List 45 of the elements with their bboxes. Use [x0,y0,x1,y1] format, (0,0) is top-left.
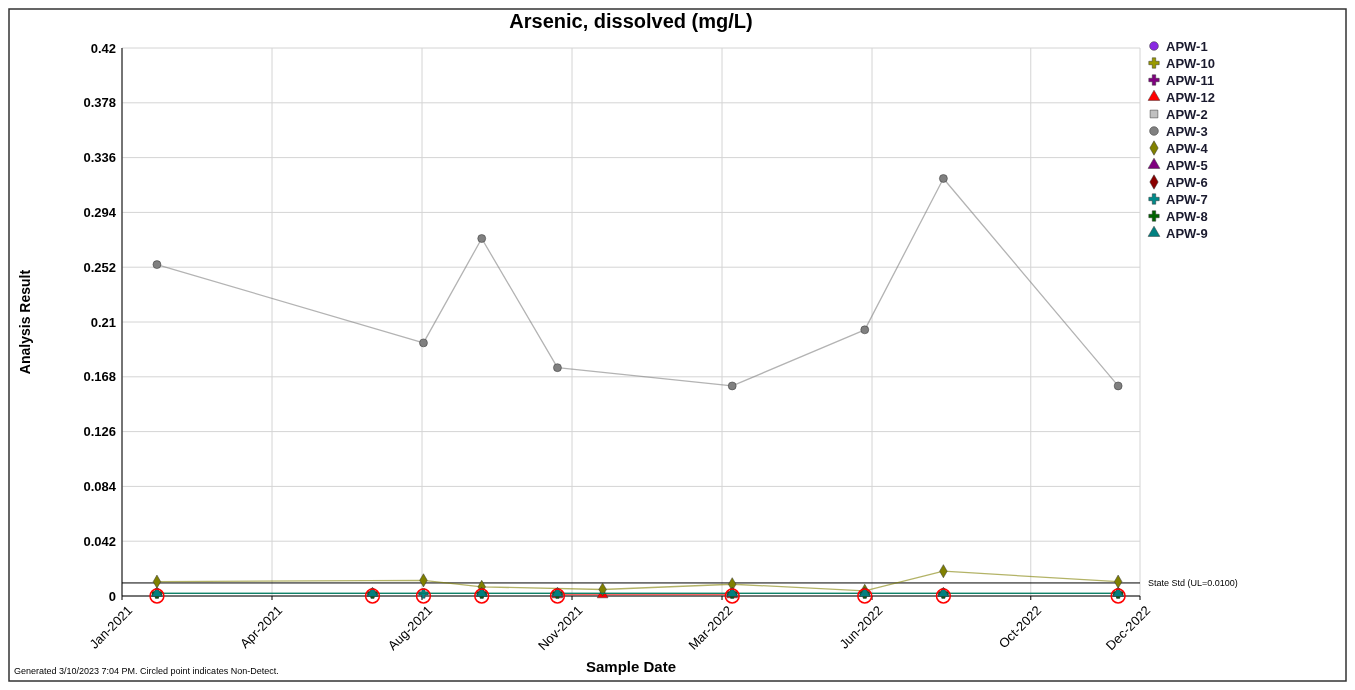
y-tick-label: 0.378 [83,95,116,111]
legend-label: APW-2 [1166,106,1208,122]
legend-label: APW-8 [1166,208,1208,224]
legend-label: APW-4 [1166,140,1209,156]
y-tick-label: 0.336 [83,150,116,166]
point [1110,588,1126,604]
y-tick-label: 0.042 [83,533,116,549]
text: Generated 3/10/2023 7:04 PM. Circled point indicates Non-Detect. [14,666,279,676]
y-tick-label: 0.21 [90,314,116,330]
point [549,588,566,604]
x-axis-title: Sample Date [585,658,677,675]
y-tick-label: 0.42 [90,40,116,56]
point [553,363,562,372]
y-tick-label: 0.126 [83,424,116,440]
point [149,588,165,604]
y-tick-label: 0 [108,588,116,604]
y-tick-label: 0.084 [83,478,117,494]
legend-label: APW-3 [1166,123,1208,139]
y-axis-title: Analysis Result [17,269,33,375]
legend-label: APW-9 [1166,225,1208,241]
legend-label: APW-6 [1166,174,1208,190]
legend-label: APW-7 [1166,191,1208,207]
point [857,588,873,604]
legend-label: APW-1 [1166,38,1208,54]
point [474,588,490,604]
point [935,588,952,604]
y-tick-label: 0.294 [83,204,117,220]
point [152,260,162,269]
point [419,338,428,348]
point [860,325,869,335]
legend-label: APW-12 [1166,89,1215,105]
y-tick-label: 0.168 [83,369,116,385]
point [1113,381,1123,391]
point [477,234,486,243]
legend-label: APW-5 [1166,157,1208,173]
point [939,174,948,183]
ref-line-label: State Std (UL=0.0100) [1148,578,1238,589]
legend-label: APW-11 [1166,72,1215,88]
point [724,588,740,604]
point [727,381,737,391]
y-tick-label: 0.252 [83,259,116,275]
point [415,588,432,604]
point [364,588,381,604]
chart-title: Arsenic, dissolved (mg/L) [509,10,753,32]
legend-label: APW-10 [1166,55,1215,71]
